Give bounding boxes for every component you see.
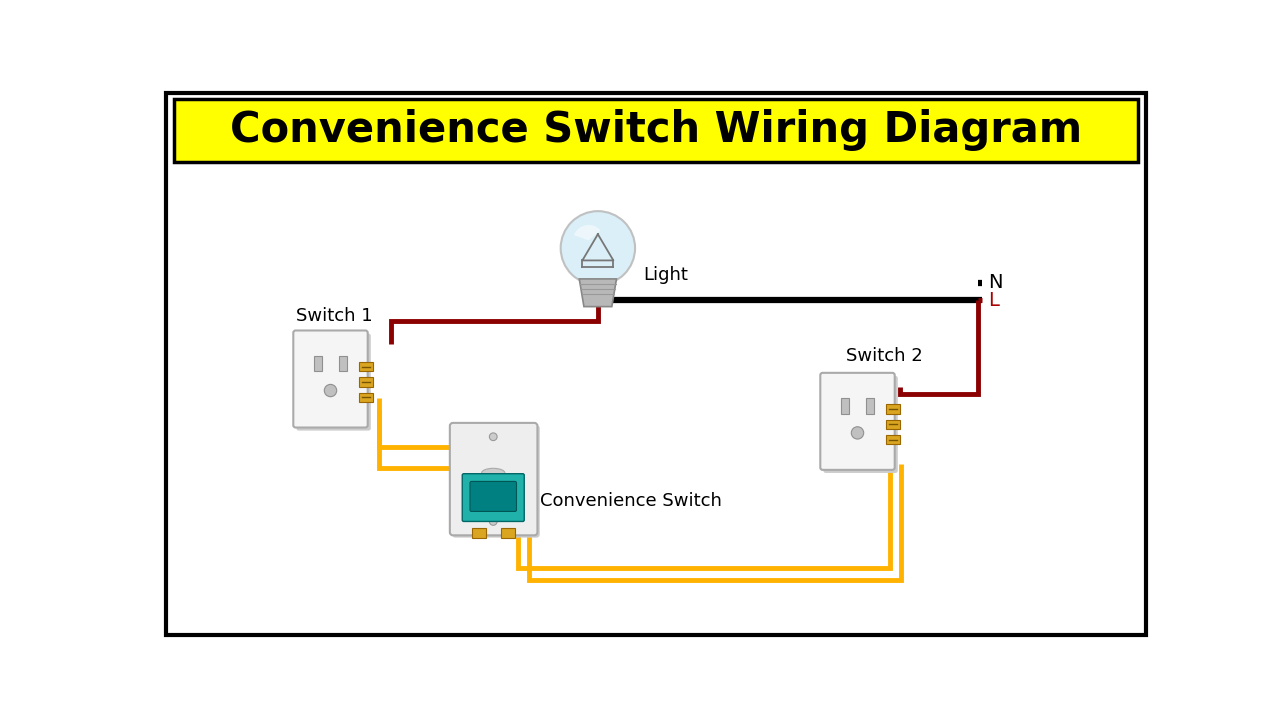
Bar bbox=[339, 356, 347, 372]
FancyBboxPatch shape bbox=[470, 482, 517, 511]
Bar bbox=[314, 356, 323, 372]
FancyBboxPatch shape bbox=[293, 330, 367, 428]
Text: Light: Light bbox=[643, 266, 687, 284]
FancyBboxPatch shape bbox=[823, 376, 897, 473]
Bar bbox=[174, 99, 1138, 162]
FancyBboxPatch shape bbox=[462, 474, 525, 521]
Text: L: L bbox=[988, 291, 998, 310]
Bar bbox=[471, 528, 485, 539]
Bar bbox=[360, 377, 374, 387]
Bar bbox=[360, 393, 374, 402]
Bar bbox=[500, 528, 515, 539]
Bar bbox=[886, 435, 900, 444]
Wedge shape bbox=[573, 225, 600, 240]
Bar bbox=[841, 398, 849, 414]
Circle shape bbox=[489, 518, 497, 526]
FancyBboxPatch shape bbox=[449, 423, 538, 535]
Text: Switch 2: Switch 2 bbox=[846, 347, 923, 365]
Bar bbox=[886, 405, 900, 414]
Text: Convenience Switch Wiring Diagram: Convenience Switch Wiring Diagram bbox=[230, 109, 1082, 151]
Circle shape bbox=[324, 384, 337, 397]
Circle shape bbox=[489, 433, 497, 441]
FancyBboxPatch shape bbox=[820, 373, 895, 470]
Text: Convenience Switch: Convenience Switch bbox=[540, 492, 722, 510]
Polygon shape bbox=[580, 279, 617, 307]
Circle shape bbox=[851, 427, 864, 439]
Circle shape bbox=[561, 211, 635, 285]
Bar bbox=[867, 398, 874, 414]
FancyBboxPatch shape bbox=[452, 426, 540, 538]
Ellipse shape bbox=[481, 468, 504, 477]
FancyBboxPatch shape bbox=[297, 333, 371, 431]
Bar bbox=[886, 420, 900, 429]
Bar bbox=[360, 362, 374, 372]
Text: Switch 1: Switch 1 bbox=[296, 307, 372, 325]
Text: N: N bbox=[988, 274, 1002, 292]
